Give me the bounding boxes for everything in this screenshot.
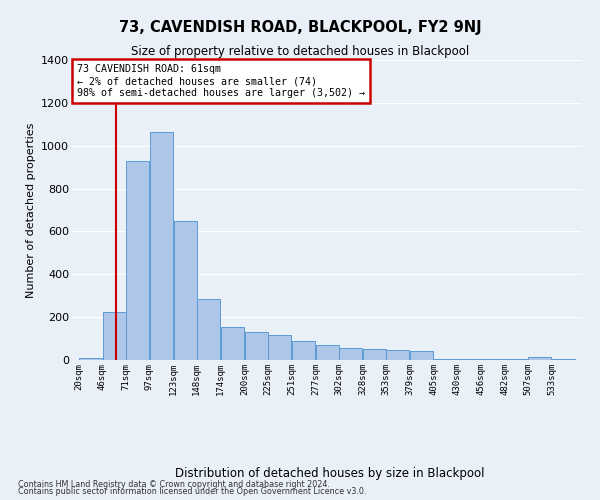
Bar (457, 359, 481, 360)
Text: 73, CAVENDISH ROAD, BLACKPOOL, FY2 9NJ: 73, CAVENDISH ROAD, BLACKPOOL, FY2 9NJ (119, 20, 481, 35)
Bar (528, 357, 551, 360)
Bar (363, 350, 386, 360)
Bar (149, 132, 173, 360)
Bar (268, 336, 291, 360)
Bar (339, 348, 362, 360)
Text: Size of property relative to detached houses in Blackpool: Size of property relative to detached ho… (131, 45, 469, 58)
Bar (126, 160, 149, 360)
Text: Contains public sector information licensed under the Open Government Licence v3: Contains public sector information licen… (18, 487, 367, 496)
Text: Contains HM Land Registry data © Crown copyright and database right 2024.: Contains HM Land Registry data © Crown c… (18, 480, 330, 489)
Bar (434, 359, 457, 360)
Bar (316, 345, 339, 360)
Bar (103, 312, 126, 360)
Bar (410, 352, 433, 360)
Bar (481, 359, 505, 360)
Bar (245, 332, 268, 360)
Bar (552, 359, 575, 360)
Bar (173, 220, 197, 360)
Text: 73 CAVENDISH ROAD: 61sqm
← 2% of detached houses are smaller (74)
98% of semi-de: 73 CAVENDISH ROAD: 61sqm ← 2% of detache… (77, 64, 365, 98)
Bar (221, 327, 244, 360)
Y-axis label: Number of detached properties: Number of detached properties (26, 122, 35, 298)
Bar (292, 340, 315, 360)
Bar (386, 350, 409, 360)
Bar (505, 359, 528, 360)
Bar (79, 358, 102, 360)
Bar (197, 299, 220, 360)
Text: Distribution of detached houses by size in Blackpool: Distribution of detached houses by size … (175, 467, 485, 480)
